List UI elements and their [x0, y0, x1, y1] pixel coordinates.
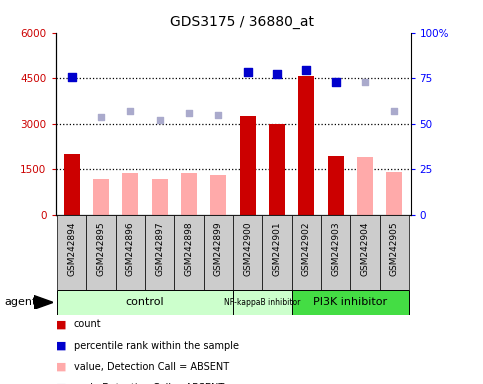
Text: count: count: [74, 319, 101, 329]
Bar: [357, 157, 373, 215]
Text: GSM242905: GSM242905: [390, 221, 399, 276]
Text: GSM242894: GSM242894: [67, 221, 76, 276]
Text: agent: agent: [5, 297, 37, 308]
FancyBboxPatch shape: [204, 215, 233, 290]
Bar: [210, 175, 227, 215]
Point: [302, 67, 310, 73]
Text: GSM242900: GSM242900: [243, 221, 252, 276]
FancyBboxPatch shape: [262, 215, 292, 290]
Point: [185, 110, 193, 116]
FancyBboxPatch shape: [292, 215, 321, 290]
Text: GSM242895: GSM242895: [97, 221, 105, 276]
FancyBboxPatch shape: [145, 215, 174, 290]
FancyBboxPatch shape: [233, 290, 292, 315]
Text: GSM242904: GSM242904: [361, 221, 369, 276]
Text: percentile rank within the sample: percentile rank within the sample: [74, 341, 239, 351]
FancyBboxPatch shape: [321, 215, 350, 290]
Text: GSM242903: GSM242903: [331, 221, 340, 276]
Text: NF-kappaB inhibitor: NF-kappaB inhibitor: [224, 298, 300, 307]
Text: GSM242898: GSM242898: [185, 221, 194, 276]
Text: control: control: [126, 297, 164, 308]
Bar: [93, 179, 109, 215]
Text: ■: ■: [56, 362, 66, 372]
Text: value, Detection Call = ABSENT: value, Detection Call = ABSENT: [74, 362, 229, 372]
Text: GSM242896: GSM242896: [126, 221, 135, 276]
Text: GSM242901: GSM242901: [272, 221, 282, 276]
Text: ■: ■: [56, 341, 66, 351]
FancyBboxPatch shape: [86, 215, 116, 290]
Point: [97, 114, 105, 120]
Bar: [152, 179, 168, 215]
Point: [214, 112, 222, 118]
Bar: [240, 116, 256, 215]
FancyBboxPatch shape: [57, 215, 86, 290]
Bar: [64, 154, 80, 215]
Text: GSM242897: GSM242897: [155, 221, 164, 276]
Text: GDS3175 / 36880_at: GDS3175 / 36880_at: [170, 15, 313, 29]
Bar: [122, 174, 139, 215]
Bar: [298, 76, 314, 215]
Bar: [327, 156, 344, 215]
FancyBboxPatch shape: [116, 215, 145, 290]
FancyBboxPatch shape: [380, 215, 409, 290]
Polygon shape: [34, 296, 53, 310]
Text: GSM242902: GSM242902: [302, 221, 311, 276]
Text: PI3K inhibitor: PI3K inhibitor: [313, 297, 387, 308]
Point: [332, 79, 340, 85]
Point: [68, 74, 75, 80]
Point: [361, 79, 369, 85]
FancyBboxPatch shape: [233, 215, 262, 290]
Bar: [386, 172, 402, 215]
FancyBboxPatch shape: [174, 215, 204, 290]
Point: [127, 108, 134, 114]
FancyBboxPatch shape: [350, 215, 380, 290]
FancyBboxPatch shape: [292, 290, 409, 315]
Text: ■: ■: [56, 383, 66, 384]
Bar: [181, 173, 197, 215]
Point: [244, 69, 252, 75]
Text: ■: ■: [56, 319, 66, 329]
Point: [273, 71, 281, 77]
Text: GSM242899: GSM242899: [214, 221, 223, 276]
Point: [391, 108, 398, 114]
Text: rank, Detection Call = ABSENT: rank, Detection Call = ABSENT: [74, 383, 224, 384]
Bar: [269, 124, 285, 215]
FancyBboxPatch shape: [57, 290, 233, 315]
Point: [156, 117, 164, 123]
